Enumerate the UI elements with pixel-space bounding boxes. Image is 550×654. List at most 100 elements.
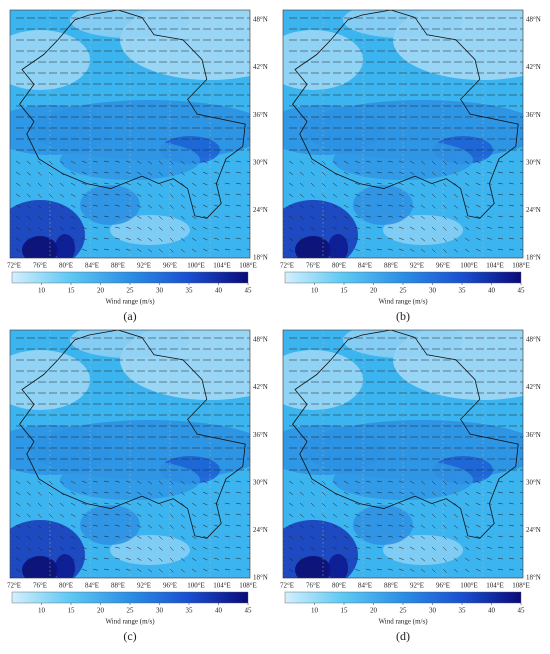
wind-arrow	[136, 193, 142, 197]
lon-tick-label: 80°E	[59, 262, 73, 270]
wind-arrow	[70, 535, 76, 539]
wind-arrow	[246, 160, 250, 163]
wind-arrow	[431, 215, 436, 220]
wind-arrow	[37, 193, 42, 198]
wind-arrow	[431, 557, 436, 562]
wind-arrow	[420, 568, 426, 573]
wind-arrow	[48, 193, 53, 198]
wind-arrow	[235, 524, 241, 527]
wind-arrow	[180, 480, 185, 485]
wind-arrow	[37, 491, 42, 496]
wind-arrow	[398, 557, 404, 560]
wind-arrow	[409, 535, 415, 539]
wind-arrow	[48, 204, 53, 209]
wind-arrow	[26, 171, 31, 176]
wind-arrow	[202, 568, 208, 572]
wind-arrow	[26, 237, 31, 242]
wind-arrow	[310, 546, 315, 551]
lon-tick-label: 76°E	[33, 582, 47, 590]
wind-arrow	[15, 182, 21, 186]
wind-arrow	[299, 568, 304, 573]
wind-arrow	[59, 204, 65, 209]
wind-arrow	[332, 535, 338, 540]
wind-arrow	[81, 193, 87, 197]
wind-arrow	[191, 480, 197, 485]
wind-arrow	[453, 237, 458, 242]
wind-arrow	[48, 491, 53, 496]
wind-arrow	[310, 171, 315, 176]
wind-arrow	[464, 513, 470, 518]
wind-arrow	[497, 248, 503, 251]
wind-arrow	[37, 568, 42, 573]
wind-arrow	[453, 215, 458, 220]
wind-arrow	[343, 215, 349, 219]
wind-arrow	[332, 193, 338, 198]
wind-arrow	[235, 215, 241, 218]
wind-arrow	[158, 535, 163, 540]
wind-arrow	[81, 568, 87, 572]
wind-arrow	[103, 546, 109, 549]
wind-region	[283, 350, 363, 410]
wind-arrow	[398, 248, 404, 251]
wind-arrow	[48, 237, 53, 242]
wind-arrow	[92, 491, 98, 494]
wind-arrow	[453, 193, 458, 198]
wind-arrow	[147, 215, 153, 220]
wind-arrow	[343, 193, 349, 197]
wind-arrow	[431, 491, 436, 496]
wind-arrow	[147, 535, 153, 540]
wind-arrow	[147, 491, 153, 496]
wind-arrow	[114, 237, 120, 240]
wind-arrow	[486, 513, 492, 516]
wind-arrow	[224, 237, 230, 240]
wind-region	[295, 236, 331, 258]
wind-arrow	[26, 160, 31, 165]
wind-arrow	[398, 502, 404, 505]
wind-arrow	[235, 546, 241, 549]
wind-arrow	[299, 480, 304, 485]
wind-arrow	[508, 568, 514, 571]
wind-arrow	[343, 535, 349, 539]
wind-arrow	[343, 502, 349, 506]
wind-region	[80, 185, 140, 225]
lon-tick-label: 100°E	[460, 262, 478, 270]
wind-arrow	[486, 535, 492, 538]
wind-arrow	[59, 568, 65, 573]
wind-arrow	[464, 557, 470, 562]
wind-arrow	[398, 237, 404, 240]
wind-arrow	[59, 215, 65, 220]
wind-arrow	[508, 535, 514, 538]
wind-arrow	[48, 215, 53, 220]
wind-arrow	[125, 535, 131, 538]
wind-arrow	[48, 182, 53, 187]
colorbar-tick-label: 10	[311, 607, 319, 615]
lon-tick-label: 108°E	[239, 262, 257, 270]
wind-arrow	[519, 568, 523, 571]
wind-arrow	[235, 193, 241, 196]
wind-arrow	[103, 535, 109, 538]
wind-arrow	[81, 546, 87, 550]
lat-tick-label: 42°N	[526, 383, 541, 391]
wind-arrow	[235, 226, 241, 229]
wind-arrow	[246, 193, 250, 196]
lat-tick-label: 18°N	[526, 574, 541, 582]
wind-arrow	[420, 546, 426, 551]
wind-arrow	[497, 535, 503, 538]
map-panel: 72°E 76°E 80°E 84°E 88°E 92°E 96°E 100°E 104°E 10…	[280, 9, 541, 323]
wind-arrow	[114, 568, 120, 571]
wind-arrow	[288, 248, 294, 252]
wind-arrow	[453, 535, 458, 540]
wind-arrow	[213, 226, 219, 229]
wind-arrow	[365, 546, 371, 549]
wind-region	[283, 105, 383, 155]
wind-arrow	[15, 171, 21, 175]
colorbar-title: Wind range (m/s)	[105, 618, 155, 626]
wind-arrow	[365, 215, 371, 218]
colorbar-tick-label: 15	[341, 607, 349, 615]
lon-tick-label: 108°E	[512, 262, 530, 270]
wind-arrow	[81, 513, 87, 517]
wind-arrow	[59, 535, 65, 540]
wind-arrow	[48, 568, 53, 573]
wind-arrow	[158, 237, 163, 242]
wind-arrow	[420, 480, 426, 485]
